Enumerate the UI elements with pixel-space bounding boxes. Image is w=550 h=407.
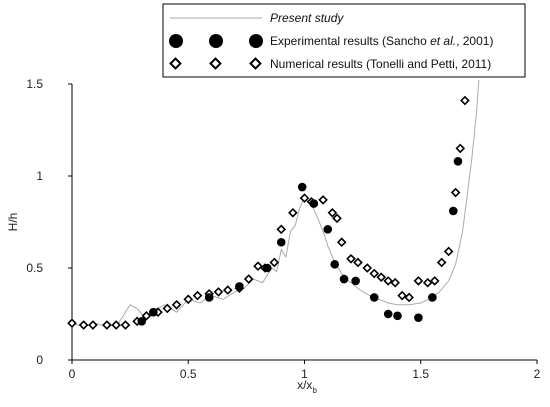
legend-box bbox=[162, 3, 526, 78]
numerical-point bbox=[455, 143, 466, 154]
legend-experimental-marker bbox=[169, 34, 183, 48]
x-axis-label-main: x/x bbox=[297, 378, 312, 392]
numerical-point bbox=[327, 207, 338, 218]
numerical-point bbox=[404, 292, 414, 303]
experimental-point bbox=[297, 182, 307, 192]
legend-experimental-marker bbox=[209, 34, 223, 48]
experimental-point bbox=[428, 293, 437, 302]
numerical-point bbox=[383, 276, 394, 286]
x-axis-label-subscript: b bbox=[312, 386, 317, 395]
numerical-point bbox=[192, 290, 203, 301]
numerical-point bbox=[436, 257, 447, 268]
experimental-point bbox=[453, 156, 463, 166]
experimental-point bbox=[393, 311, 402, 321]
numerical-point bbox=[288, 207, 298, 218]
numerical-point bbox=[111, 320, 121, 330]
numerical-point bbox=[120, 320, 131, 330]
numerical-point bbox=[443, 246, 454, 257]
experimental-point bbox=[323, 225, 333, 234]
numerical-point bbox=[162, 303, 173, 314]
numerical-point bbox=[299, 193, 310, 203]
experimental-point bbox=[149, 307, 158, 317]
numerical-point bbox=[346, 253, 356, 264]
numerical-point bbox=[397, 290, 407, 301]
x-tick-label: 1 bbox=[301, 367, 308, 381]
numerical-point bbox=[78, 320, 89, 330]
numerical-point bbox=[336, 237, 347, 248]
numerical-point bbox=[269, 257, 280, 268]
experimental-point bbox=[235, 282, 244, 291]
numerical-point bbox=[222, 285, 233, 295]
legend-numerical-marker bbox=[209, 57, 222, 70]
numerical-point bbox=[332, 213, 342, 224]
numerical-point bbox=[353, 257, 363, 268]
legend: Present study Experimental results (Sanc… bbox=[162, 3, 526, 78]
legend-experimental-label: Experimental results (Sancho et al., 200… bbox=[270, 34, 493, 48]
y-axis-label: H/h bbox=[6, 213, 20, 232]
numerical-point bbox=[318, 195, 328, 205]
y-tick-label: 1 bbox=[36, 169, 43, 183]
experimental-point bbox=[330, 260, 340, 269]
numerical-point bbox=[276, 224, 287, 235]
y-tick-label: 0.5 bbox=[26, 261, 43, 275]
numerical-point bbox=[171, 299, 182, 310]
experimental-point bbox=[414, 313, 423, 322]
series-layer bbox=[67, 80, 480, 330]
x-axis-label: x/xb bbox=[297, 378, 317, 395]
numerical-point bbox=[183, 294, 194, 305]
numerical-point bbox=[390, 277, 400, 288]
numerical-point bbox=[253, 261, 263, 271]
legend-numerical-marker bbox=[249, 57, 262, 70]
experimental-point bbox=[449, 206, 458, 216]
experimental-point bbox=[383, 309, 393, 319]
x-tick-label: 2 bbox=[534, 367, 541, 381]
y-tick-label: 0 bbox=[36, 353, 43, 367]
legend-experimental-marker bbox=[249, 34, 263, 48]
numerical-point bbox=[413, 276, 424, 286]
legend-numerical-marker bbox=[169, 57, 182, 70]
numerical-point bbox=[102, 320, 112, 330]
numerical-point bbox=[429, 276, 440, 286]
x-tick-label: 1.5 bbox=[412, 367, 429, 381]
numerical-point bbox=[376, 272, 387, 283]
experimental-point bbox=[369, 293, 379, 302]
experimental-point bbox=[309, 199, 319, 208]
x-tick-label: 0 bbox=[69, 367, 76, 381]
experimental-point bbox=[204, 293, 214, 302]
y-tick-label: 1.5 bbox=[26, 77, 43, 91]
numerical-point bbox=[450, 187, 461, 198]
numerical-point bbox=[88, 320, 98, 330]
experimental-point bbox=[137, 317, 147, 326]
numerical-point bbox=[362, 263, 373, 273]
experimental-point bbox=[351, 276, 360, 286]
numerical-point bbox=[141, 311, 152, 321]
legend-present-label: Present study bbox=[270, 11, 344, 25]
numerical-point bbox=[422, 277, 433, 288]
numerical-point bbox=[67, 318, 77, 329]
numerical-point bbox=[243, 274, 254, 284]
numerical-point bbox=[369, 268, 380, 279]
experimental-point bbox=[276, 237, 286, 247]
numerical-point bbox=[460, 95, 470, 106]
numerical-point bbox=[213, 287, 224, 297]
x-tick-label: 0.5 bbox=[180, 367, 197, 381]
experimental-point bbox=[263, 263, 272, 273]
experimental-point bbox=[339, 274, 349, 284]
legend-numerical-label: Numerical results (Tonelli and Petti, 20… bbox=[270, 57, 491, 71]
ticks: 0 0.5 1 1.5 2 0 0.5 1 1.5 bbox=[26, 77, 540, 381]
series-line-present bbox=[71, 80, 480, 328]
